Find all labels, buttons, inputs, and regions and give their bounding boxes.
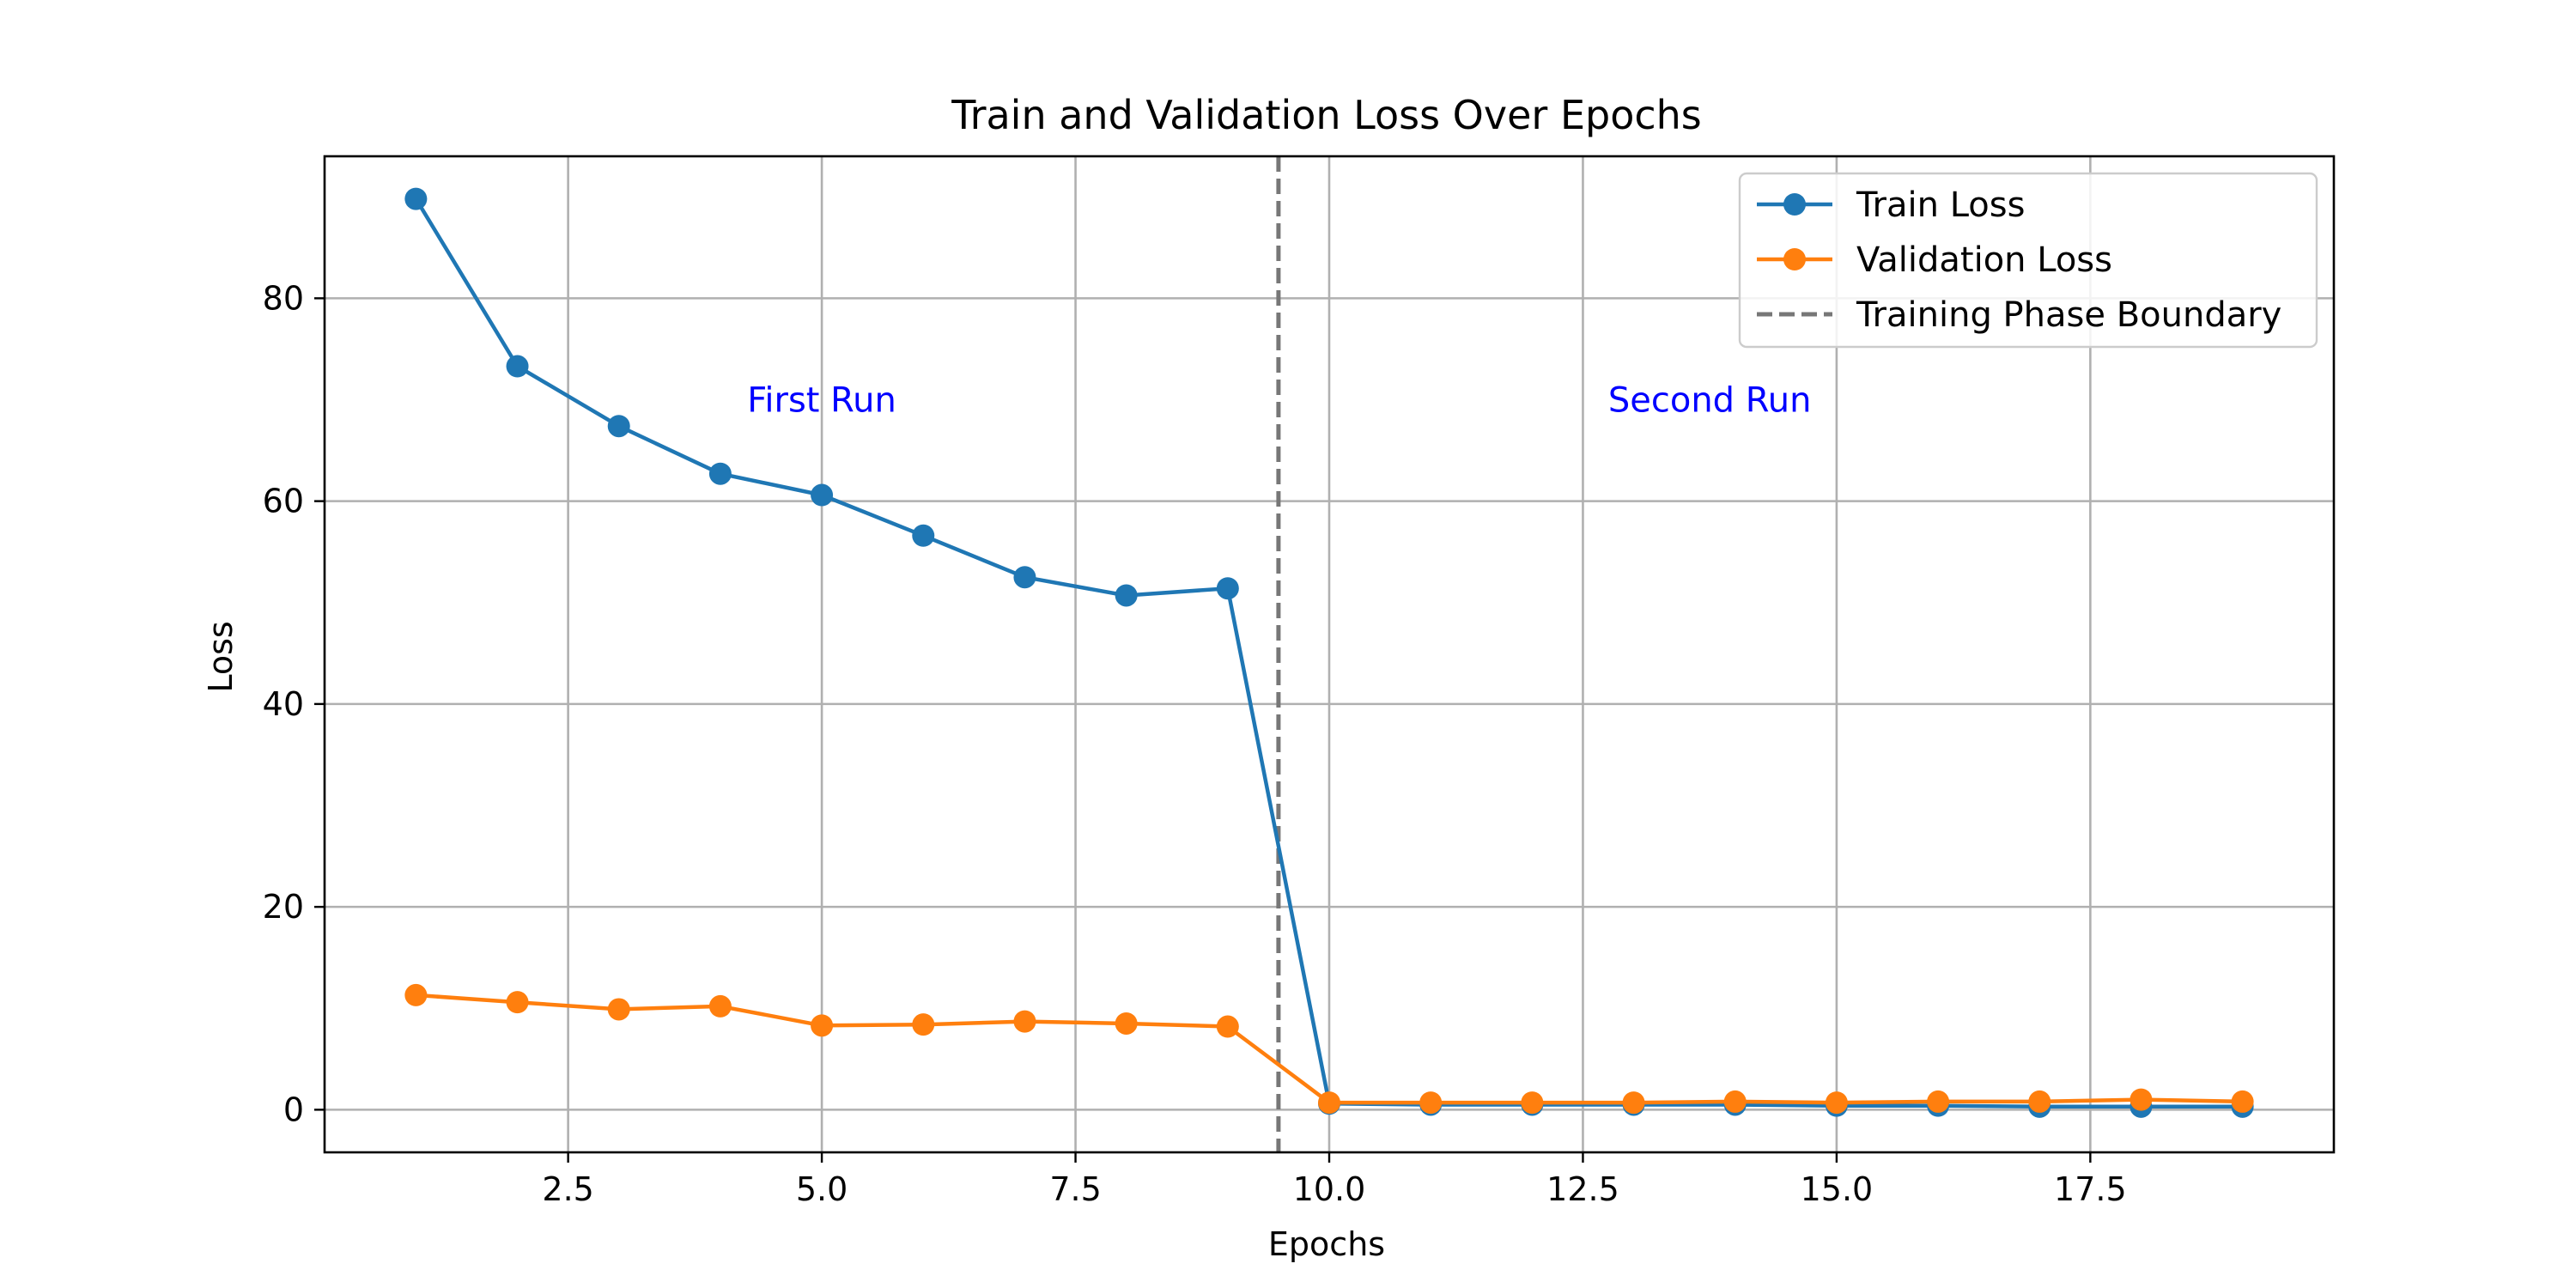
data-point	[912, 1013, 935, 1036]
x-tick-label: 5.0	[796, 1170, 848, 1208]
data-point	[811, 483, 834, 507]
chart-legend: Train Loss Validation Loss Training Phase …	[1738, 172, 2318, 349]
data-point	[506, 991, 529, 1014]
data-point	[1013, 1010, 1036, 1033]
data-point	[404, 187, 428, 210]
y-tick-label: 40	[263, 685, 304, 723]
annotation-layer: First Run Second Run	[747, 381, 1811, 421]
chart-title: Train and Validation Loss Over Epochs	[951, 92, 1702, 138]
data-point	[1927, 1090, 1950, 1113]
x-tick-label: 12.5	[1546, 1170, 1619, 1208]
data-point	[2028, 1090, 2051, 1113]
data-point	[912, 524, 935, 547]
y-axis-label: Loss	[202, 621, 240, 692]
x-tick-label: 7.5	[1049, 1170, 1101, 1208]
data-point	[404, 983, 428, 1006]
data-point	[607, 415, 630, 438]
data-point	[1622, 1091, 1645, 1115]
data-point	[506, 355, 529, 378]
data-point	[811, 1014, 834, 1037]
legend-label: Training Phase Boundary	[1856, 295, 2281, 335]
x-tick-label: 17.5	[2054, 1170, 2127, 1208]
data-point	[1013, 566, 1036, 589]
legend-label: Train Loss	[1856, 185, 2025, 225]
x-tick-label: 2.5	[542, 1170, 593, 1208]
legend-swatch-marker	[1783, 193, 1806, 216]
data-point	[2129, 1088, 2153, 1111]
series-layer	[404, 187, 2254, 1118]
data-point	[708, 994, 732, 1018]
data-point	[708, 462, 732, 485]
data-point	[2231, 1090, 2254, 1113]
data-point	[1723, 1090, 1747, 1113]
annotation-label: Second Run	[1608, 381, 1812, 421]
y-tick-label: 80	[263, 279, 304, 317]
x-tick-label: 15.0	[1801, 1170, 1874, 1208]
data-point	[1318, 1091, 1340, 1115]
legend-label: Validation Loss	[1856, 240, 2112, 280]
y-tick-label: 0	[283, 1091, 304, 1128]
x-axis-label: Epochs	[1268, 1225, 1385, 1263]
data-point	[1419, 1091, 1443, 1115]
data-point	[1216, 577, 1239, 600]
legend-swatch-marker	[1783, 248, 1806, 270]
legend-box	[1738, 172, 2318, 349]
x-tick-label: 10.0	[1293, 1170, 1366, 1208]
y-tick-label: 20	[263, 888, 304, 926]
y-tick-label: 60	[263, 483, 304, 520]
data-point	[1825, 1091, 1848, 1115]
data-point	[1521, 1091, 1544, 1115]
data-point	[1115, 584, 1138, 607]
data-point	[1115, 1012, 1138, 1035]
axis-layer: 2.5 5.0 7.5 10.0 12.5 15.0 17.5 0 20 40 60 80	[263, 155, 2336, 1208]
annotation-label: First Run	[747, 381, 896, 421]
data-point	[1216, 1015, 1239, 1038]
data-point	[607, 998, 630, 1021]
